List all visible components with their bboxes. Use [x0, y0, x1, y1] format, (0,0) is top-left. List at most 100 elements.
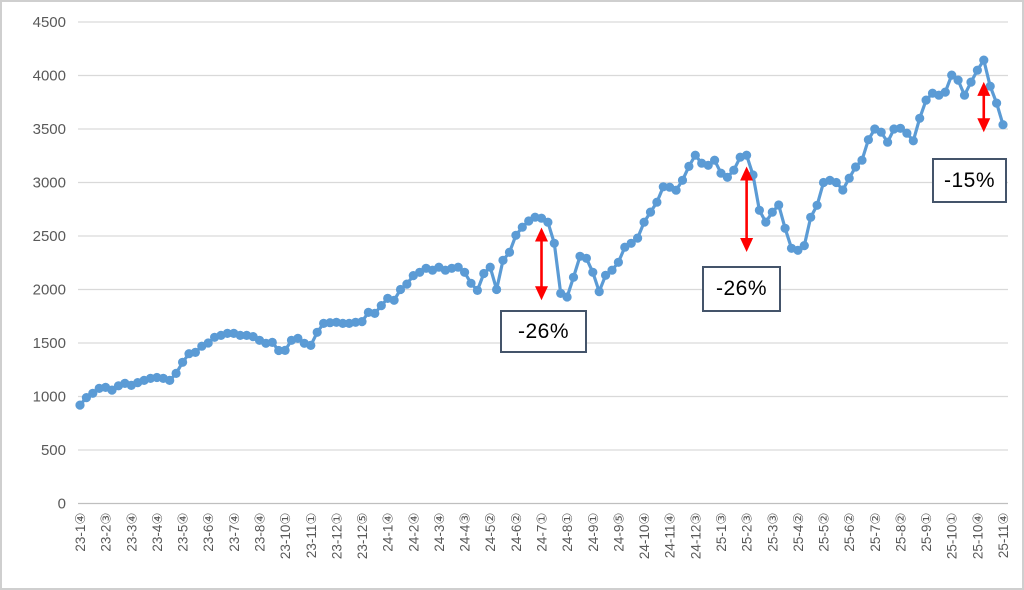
y-axis-labels-group: 0 500 1000 1500 2000 2500 3000 3500 4000 4500	[33, 14, 66, 513]
annotation-box-drawdown-3: -15%	[932, 158, 1007, 203]
x-axis-tick-label: 23-3④	[124, 513, 139, 552]
x-axis-tick-label: 25-1③	[714, 513, 729, 552]
data-point-marker	[915, 113, 925, 123]
data-point-marker	[671, 185, 681, 195]
data-point-marker	[806, 212, 816, 222]
data-point-marker	[780, 223, 790, 233]
arrow-head-down-icon	[977, 118, 991, 133]
data-point-marker	[203, 338, 213, 348]
data-point-marker	[812, 200, 822, 210]
x-axis-tick-label: 23-4④	[150, 513, 165, 552]
arrow-head-up-icon	[740, 166, 754, 181]
data-point-marker	[267, 337, 277, 347]
annotations-group	[535, 81, 991, 301]
data-point-marker	[844, 173, 854, 183]
x-axis-tick-label: 24-7①	[535, 513, 550, 552]
x-axis-tick-label: 24-8①	[560, 513, 575, 552]
data-point-marker	[992, 98, 1002, 108]
y-axis-tick-label: 3500	[33, 121, 66, 138]
data-point-marker	[793, 245, 803, 255]
data-point-marker	[88, 388, 98, 398]
data-point-marker	[972, 65, 983, 75]
data-point-marker	[851, 162, 861, 172]
x-axis-tick-label: 23-7④	[227, 513, 242, 552]
data-point-marker	[799, 241, 809, 251]
x-axis-tick-label: 23-11①	[304, 513, 319, 559]
y-axis-tick-label: 1500	[33, 335, 66, 352]
data-point-marker	[703, 160, 713, 170]
data-point-marker	[722, 172, 733, 182]
x-axis-tick-label: 25-4②	[791, 513, 806, 552]
data-point-marker	[742, 150, 752, 160]
data-point-marker	[402, 279, 412, 289]
data-point-marker	[940, 87, 950, 97]
x-axis-tick-label: 25-8②	[893, 513, 908, 552]
data-point-marker	[710, 155, 720, 165]
data-point-marker	[517, 222, 527, 232]
arrow-head-down-icon	[535, 286, 548, 301]
data-point-marker	[953, 75, 963, 85]
x-axis-tick-label: 23-5④	[176, 513, 191, 552]
x-axis-tick-label: 23-1④	[73, 513, 88, 552]
x-axis-tick-label: 24-6②	[509, 513, 524, 552]
y-axis-tick-label: 3000	[33, 175, 66, 192]
x-axis-tick-label: 23-10①	[278, 513, 293, 560]
x-axis-tick-label: 25-9①	[919, 513, 934, 552]
data-point-marker	[902, 128, 912, 138]
arrow-head-down-icon	[740, 238, 754, 253]
data-point-marker	[460, 267, 470, 277]
data-point-marker	[498, 255, 508, 265]
data-point-marker	[895, 123, 906, 133]
data-point-marker	[235, 330, 245, 340]
x-axis-tick-label: 25-6②	[842, 513, 857, 552]
x-axis-tick-label: 25-2③	[740, 513, 755, 552]
data-point-marker	[492, 284, 502, 295]
data-point-marker	[626, 238, 636, 248]
data-point-marker	[754, 205, 765, 215]
data-point-marker	[178, 357, 188, 367]
x-axis-tick-label: 24-1④	[381, 513, 396, 552]
data-point-marker	[613, 257, 624, 267]
data-point-marker	[979, 55, 989, 65]
data-point-marker	[831, 177, 841, 188]
data-point-marker	[767, 207, 777, 217]
y-axis-tick-label: 2000	[33, 282, 66, 299]
data-point-marker	[389, 295, 399, 305]
data-point-marker	[921, 95, 931, 105]
x-axis-tick-label: 24-9①	[586, 513, 601, 552]
y-axis-tick-label: 0	[58, 496, 66, 513]
data-point-marker	[395, 284, 406, 295]
x-axis-tick-label: 23-12①	[329, 513, 344, 560]
x-axis-tick-label: 25-11④	[996, 513, 1011, 559]
data-point-marker	[883, 137, 893, 147]
data-point-marker	[504, 247, 515, 257]
x-axis-tick-label: 24-5②	[483, 513, 498, 552]
data-point-marker	[677, 175, 688, 185]
x-axis-tick-label: 25-5②	[817, 513, 832, 552]
data-point-marker	[222, 328, 232, 338]
x-axis-tick-label: 24-11④	[663, 513, 678, 559]
gridlines-group	[78, 21, 1008, 505]
data-point-marker	[652, 197, 662, 207]
data-point-marker	[639, 217, 649, 227]
x-axis-tick-label: 23-8④	[252, 513, 267, 552]
data-point-marker	[588, 267, 598, 277]
data-point-marker	[472, 285, 482, 295]
data-point-marker	[838, 185, 848, 195]
x-axis-tick-label: 24-9⑤	[611, 513, 626, 552]
x-axis-tick-label: 25-3③	[765, 513, 780, 552]
data-point-marker	[543, 217, 553, 227]
data-point-marker	[562, 292, 572, 302]
data-point-marker	[601, 270, 611, 280]
x-axis-tick-label: 24-12③	[688, 513, 703, 560]
x-axis-labels-group: 23-1④ 23-2③ 23-3④ 23-4④ 23-5④ 23-6④ 23-7④ 23-8④…	[73, 513, 1011, 560]
data-point-marker	[466, 278, 476, 288]
data-point-marker	[376, 301, 386, 311]
data-point-marker	[293, 333, 303, 343]
data-point-marker	[908, 136, 918, 146]
data-point-marker	[75, 400, 85, 410]
data-point-marker	[863, 135, 874, 145]
data-point-marker	[761, 217, 771, 227]
x-axis-tick-label: 24-10④	[637, 513, 652, 560]
